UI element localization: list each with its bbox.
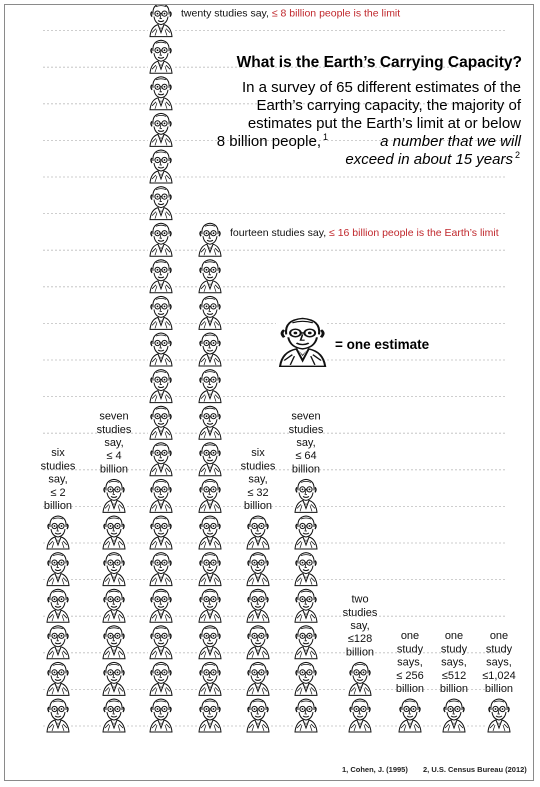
footnote-1: 1, Cohen, J. (1995)	[342, 765, 408, 774]
column-annotation-text: study	[441, 643, 468, 655]
column-annotation-text: says,	[486, 657, 512, 669]
column-annotation-text: billion	[440, 683, 468, 695]
subtitle-line-6: exceed in about 15 years	[345, 151, 513, 168]
subtitle-line-4: 8 billion people,	[217, 133, 321, 150]
column-annotation-text: ≤ 32	[247, 487, 268, 499]
column-annotation-text: say,	[104, 437, 123, 449]
footnote-2: 2, U.S. Census Bureau (2012)	[423, 765, 527, 774]
column-annotation-text: billion	[485, 683, 513, 695]
column-annotation-text: ≤ 2	[50, 487, 65, 499]
column-annotation-text: studies	[41, 460, 76, 472]
column-annotation-text: one	[401, 630, 419, 642]
column-annotation-text: ≤1,024	[482, 670, 516, 682]
chart-title: What is the Earth’s Carrying Capacity?	[237, 54, 522, 71]
column-annotation-text: say,	[350, 620, 369, 632]
column-top-note: fourteen studies say, ≤ 16 billion peopl…	[230, 227, 499, 239]
column-annotation-text: two	[351, 594, 368, 606]
column-annotation-text: studies	[289, 424, 324, 436]
column-annotation-text: say,	[48, 474, 67, 486]
column-annotation-text: seven	[291, 411, 320, 423]
column-annotation-text: billion	[244, 500, 272, 512]
column-annotation-text: one	[490, 630, 508, 642]
column-annotation-text: ≤ 64	[295, 450, 316, 462]
column-annotation-text: six	[51, 447, 65, 459]
subtitle-line-2: Earth’s carrying capacity, the majority …	[256, 97, 521, 114]
column-annotation-text: seven	[99, 411, 128, 423]
column-annotation-text: billion	[44, 500, 72, 512]
column-annotation-text: says,	[397, 657, 423, 669]
legend-label: = one estimate	[335, 337, 430, 352]
column-annotation-text: say,	[296, 437, 315, 449]
column-annotation-text: says,	[441, 657, 467, 669]
column-annotation-text: billion	[346, 646, 374, 658]
subtitle-line-3: estimates put the Earth’s limit at or be…	[248, 115, 521, 132]
column-annotation-text: studies	[97, 424, 132, 436]
footnote-marker-1: 1	[323, 132, 328, 142]
subtitle-line-1: In a survey of 65 different estimates of…	[242, 79, 521, 96]
chart-marks	[45, 5, 512, 733]
column-annotation-text: studies	[241, 460, 276, 472]
footnote-marker-2: 2	[515, 150, 520, 160]
column-annotation-text: billion	[292, 463, 320, 475]
column-annotation-text: studies	[343, 607, 378, 619]
column-annotation-text: study	[486, 643, 513, 655]
legend: = one estimate	[276, 316, 430, 368]
column-annotation-text: ≤ 256	[396, 670, 423, 682]
column-annotation-text: billion	[100, 463, 128, 475]
column-top-note: twenty studies say, ≤ 8 billion people i…	[181, 8, 400, 20]
subtitle-line-5: a number that we will	[380, 133, 522, 150]
column-annotation-text: one	[445, 630, 463, 642]
column-annotation-text: study	[397, 643, 424, 655]
column-annotation-text: ≤ 4	[106, 450, 121, 462]
column-annotation-text: ≤512	[442, 670, 466, 682]
chart-frame: six studies say, ≤ 2 billion seven studies say,…	[4, 4, 534, 781]
column-annotation-text: say,	[248, 474, 267, 486]
column-annotation-text: billion	[396, 683, 424, 695]
column-annotation-text: ≤128	[348, 633, 372, 645]
column-annotation-text: six	[251, 447, 265, 459]
